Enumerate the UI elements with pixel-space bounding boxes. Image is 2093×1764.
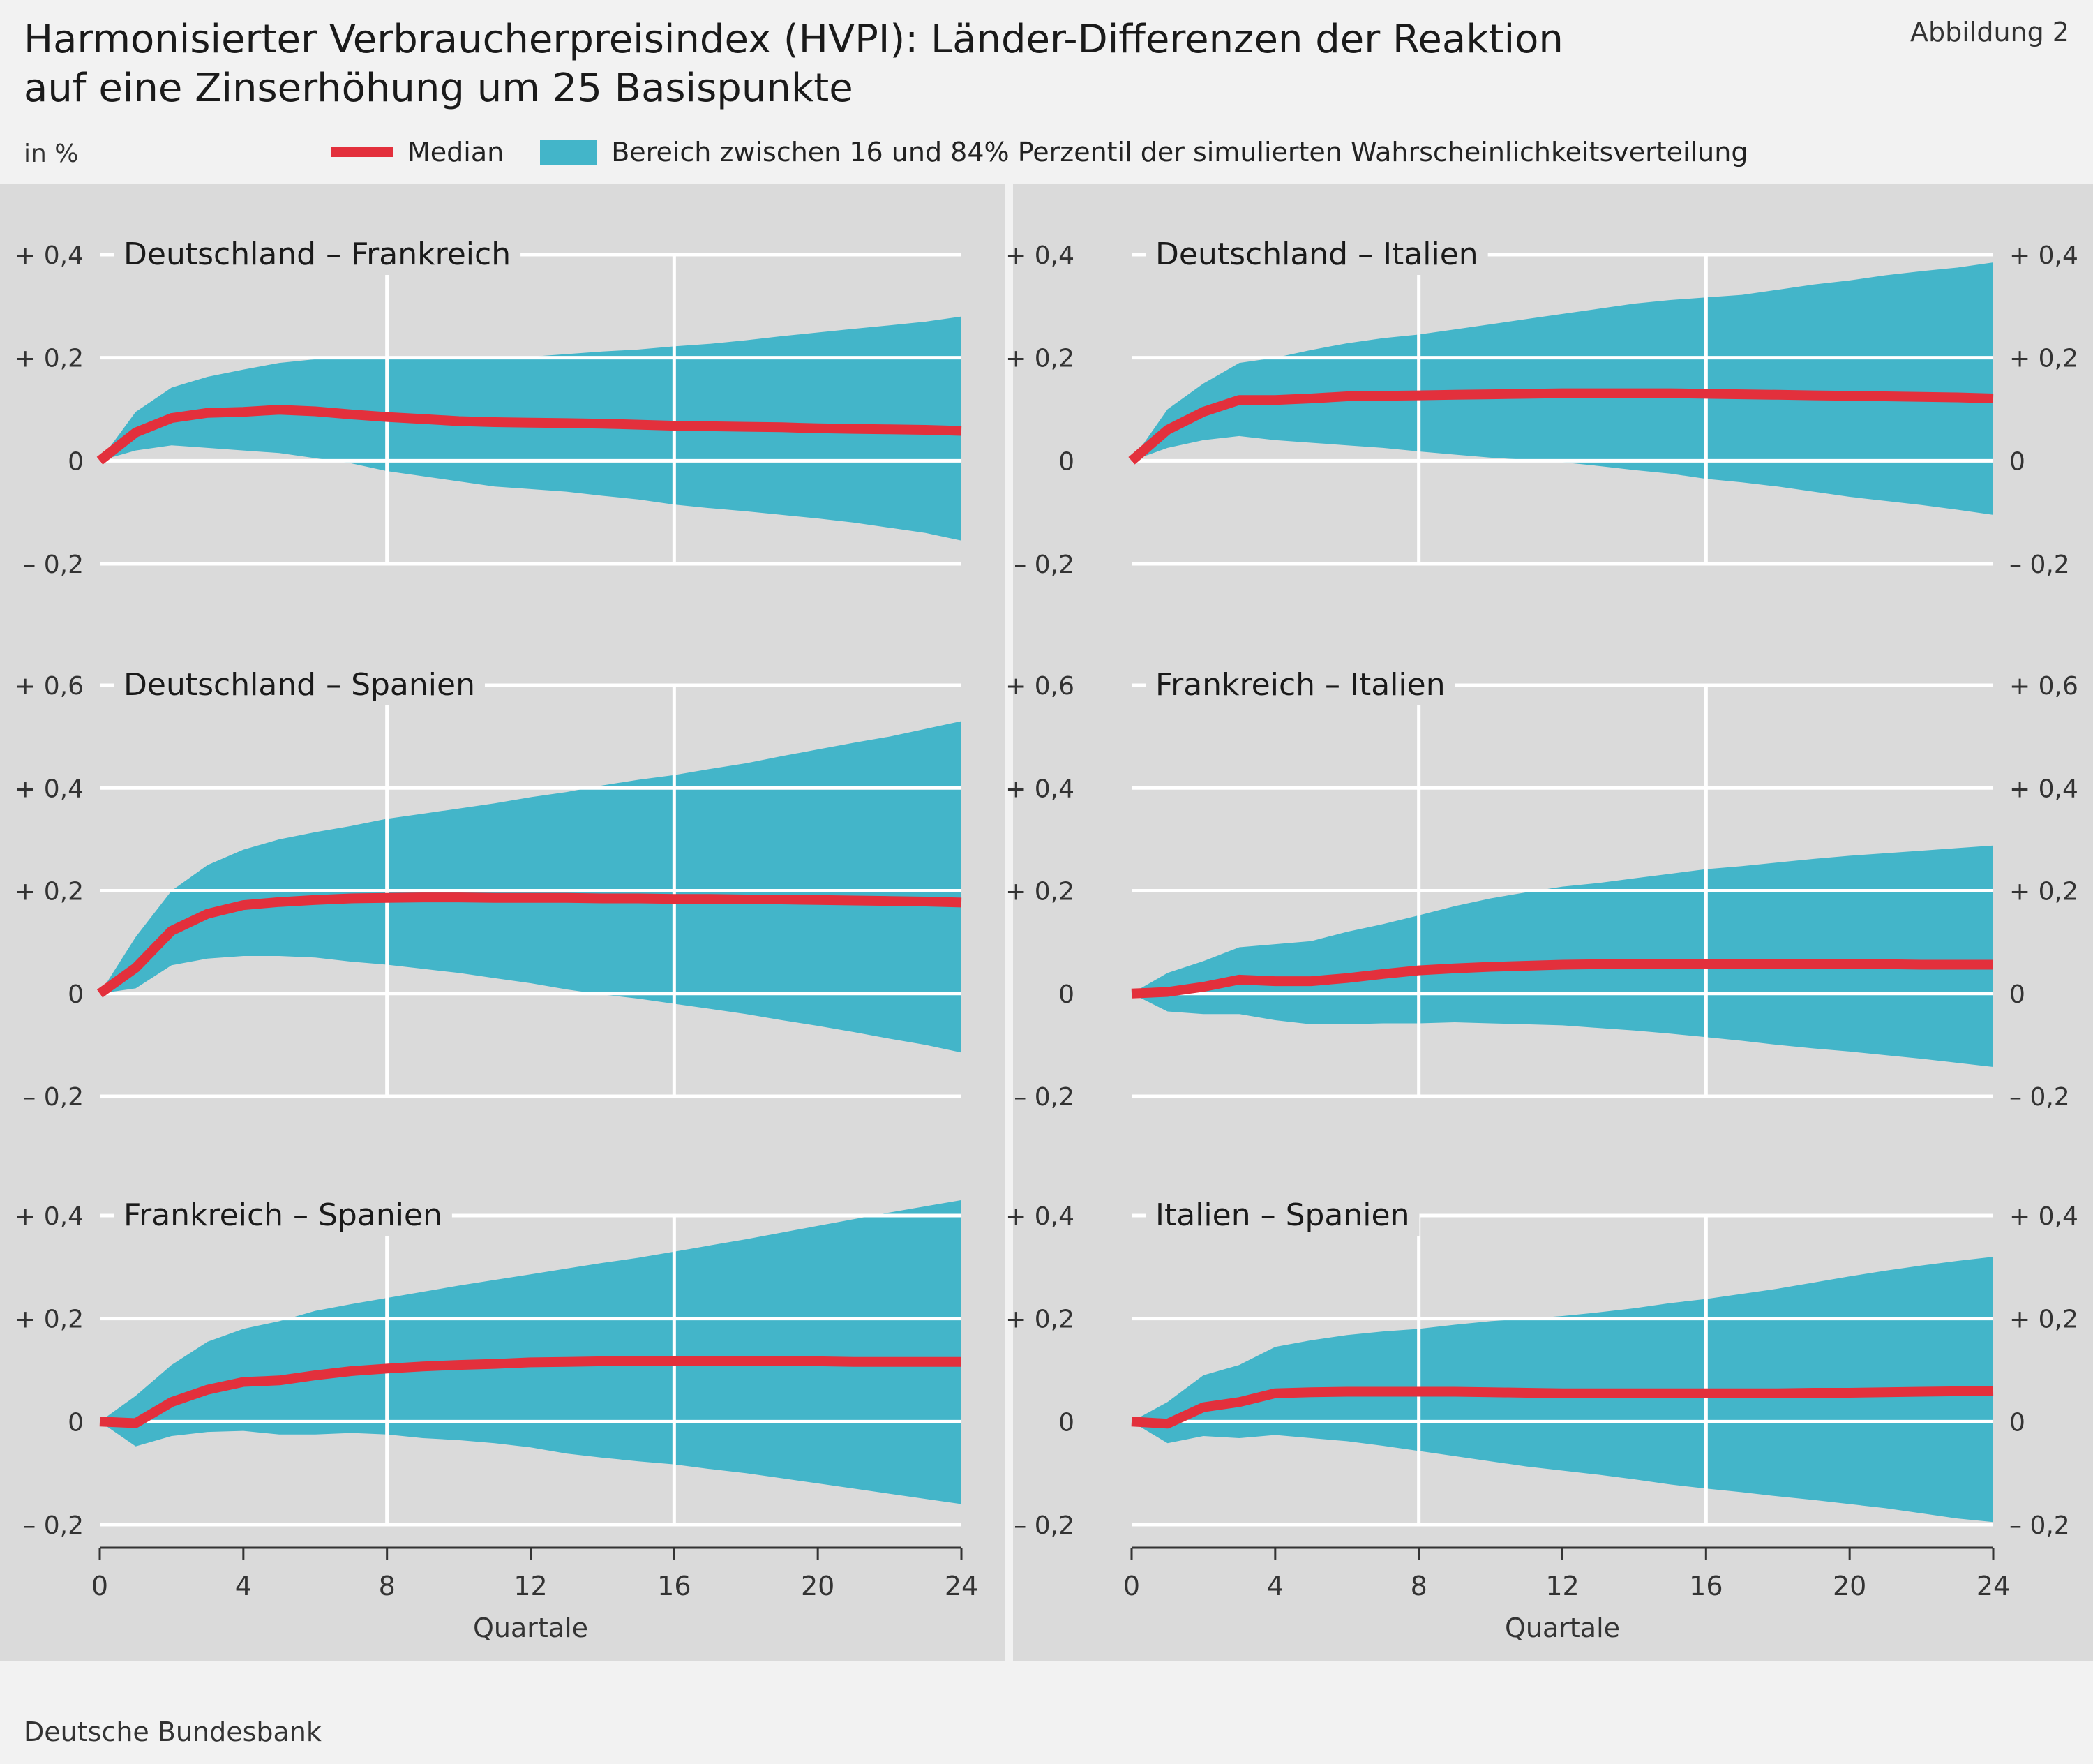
panel-3: Deutschland – Spanien – 0,2 0 + 0,2 + 0,4 + 0… <box>15 664 962 1112</box>
y-tick-label-left: + 0,2 <box>1005 345 1074 373</box>
panel-title-background <box>114 1195 452 1236</box>
y-tick-label-left: – 0,2 <box>1014 1083 1074 1112</box>
y-tick-label: – 0,2 <box>23 1511 84 1540</box>
y-tick-label-left: + 0,2 <box>1005 1306 1074 1334</box>
percentile-band <box>100 316 961 541</box>
percentile-band <box>100 721 961 1053</box>
panel-title-background <box>1146 234 1488 275</box>
panel-6: Italien – Spanien – 0,2 – 0,2 0 0 + 0,2 + 0,2 +… <box>1005 1195 2078 1643</box>
panel-title: Italien – Spanien <box>1155 1197 1409 1233</box>
panel-title: Deutschland – Frankreich <box>123 237 511 272</box>
median-line <box>96 892 962 998</box>
y-tick-label-left: – 0,2 <box>1014 551 1074 579</box>
y-tick-label-right: 0 <box>2009 1408 2025 1437</box>
y-tick-label: 0 <box>68 1408 84 1437</box>
y-tick-label: – 0,2 <box>23 1083 84 1112</box>
y-tick-label-right: + 0,4 <box>2009 241 2078 270</box>
y-tick-label-right: + 0,2 <box>2009 1306 2078 1334</box>
legend: Median Bereich zwischen 16 und 84% Perze… <box>331 137 1748 167</box>
panel-title-background <box>1146 1195 1420 1236</box>
median-line <box>99 1356 961 1428</box>
panel-title: Frankreich – Italien <box>1155 667 1446 703</box>
legend-band-label: Bereich zwischen 16 und 84% Perzentil de… <box>611 137 1748 167</box>
x-axis-label: Quartale <box>473 1613 588 1643</box>
y-tick-label: + 0,4 <box>15 775 84 803</box>
x-tick-label: 12 <box>1545 1571 1579 1601</box>
y-tick-label-left: + 0,6 <box>1005 672 1074 701</box>
y-tick-label: + 0,6 <box>15 672 84 701</box>
panel-title-background <box>114 664 485 705</box>
y-tick-label-left: – 0,2 <box>1014 1511 1074 1540</box>
unit-label: in % <box>24 140 79 168</box>
x-axis-label: Quartale <box>1505 1613 1620 1643</box>
panel-title: Frankreich – Spanien <box>123 1197 442 1233</box>
y-tick-label-left: 0 <box>1058 447 1074 476</box>
y-tick-label-right: 0 <box>2009 447 2025 476</box>
panel-1: Deutschland – Frankreich – 0,2 0 + 0,2 + 0,4 <box>15 234 962 579</box>
y-tick-label: + 0,2 <box>15 345 84 373</box>
chart-title-line-1: Harmonisierter Verbraucherpreisindex (HV… <box>24 17 1563 62</box>
y-tick-label-left: + 0,4 <box>1005 241 1074 270</box>
y-tick-label-right: + 0,4 <box>2009 775 2078 803</box>
legend-band-swatch <box>540 140 598 165</box>
legend-median-label: Median <box>407 137 504 167</box>
y-tick-label-left: 0 <box>1058 980 1074 1009</box>
y-tick-label-right: + 0,2 <box>2009 345 2078 373</box>
x-tick-label: 16 <box>657 1571 691 1601</box>
y-tick-label: + 0,4 <box>15 241 84 270</box>
y-tick-label-left: 0 <box>1058 1408 1074 1437</box>
y-tick-label-right: + 0,6 <box>2009 672 2078 701</box>
x-tick-label: 4 <box>1267 1571 1284 1601</box>
x-tick-label: 20 <box>1833 1571 1866 1601</box>
chart-title-line-2: auf eine Zinserhöhung um 25 Basispunkte <box>24 66 853 111</box>
median-line <box>1131 959 1993 999</box>
y-tick-label-right: 0 <box>2009 980 2025 1009</box>
median-line <box>1131 1386 1994 1429</box>
x-tick-label: 12 <box>513 1571 547 1601</box>
percentile-band <box>1132 845 1993 1067</box>
x-tick-label: 8 <box>379 1571 396 1601</box>
panel-title-background <box>114 234 521 275</box>
percentile-band <box>100 1199 961 1504</box>
legend-median-swatch <box>331 147 393 157</box>
panel-5: Frankreich – Spanien – 0,2 0 + 0,2 + 0,4 0 4 8 1… <box>15 1195 978 1643</box>
chart-panels: Deutschland – Frankreich – 0,2 0 + 0,2 + 0,4… <box>0 184 2093 1661</box>
x-tick-label: 24 <box>945 1571 978 1601</box>
x-tick-label: 0 <box>1123 1571 1140 1601</box>
y-tick-label-right: – 0,2 <box>2009 551 2070 579</box>
x-tick-label: 24 <box>1976 1571 2010 1601</box>
y-tick-label-left: + 0,2 <box>1005 878 1074 906</box>
x-tick-label: 4 <box>235 1571 252 1601</box>
y-tick-label-right: – 0,2 <box>2009 1511 2070 1540</box>
x-tick-label: 0 <box>91 1571 108 1601</box>
y-tick-label: + 0,2 <box>15 878 84 906</box>
chart-title: Harmonisierter Verbraucherpreisindex (HV… <box>24 15 1563 113</box>
y-tick-label: + 0,4 <box>15 1202 84 1231</box>
panel-2: Deutschland – Italien – 0,2 – 0,2 0 0 + 0,2 + … <box>1005 234 2078 579</box>
x-tick-label: 20 <box>801 1571 834 1601</box>
y-tick-label-right: + 0,2 <box>2009 878 2078 906</box>
y-tick-label-left: + 0,4 <box>1005 1202 1074 1231</box>
panel-title: Deutschland – Italien <box>1155 237 1478 272</box>
median-line <box>1128 388 1994 465</box>
y-tick-label-right: + 0,4 <box>2009 1202 2078 1231</box>
y-tick-label: – 0,2 <box>23 551 84 579</box>
y-tick-label-left: + 0,4 <box>1005 775 1074 803</box>
median-line <box>96 405 962 465</box>
panel-4: Frankreich – Italien – 0,2 – 0,2 0 0 + 0,2 + 0… <box>1005 664 2078 1112</box>
panel-title-background <box>1146 664 1455 705</box>
y-tick-label: 0 <box>68 980 84 1009</box>
y-tick-label-right: – 0,2 <box>2009 1083 2070 1112</box>
y-tick-label: + 0,2 <box>15 1306 84 1334</box>
source-note: Deutsche Bundesbank <box>24 1717 322 1747</box>
panel-title: Deutschland – Spanien <box>123 667 475 703</box>
x-tick-label: 16 <box>1689 1571 1723 1601</box>
figure-number: Abbildung 2 <box>1910 17 2069 47</box>
x-tick-label: 8 <box>1411 1571 1427 1601</box>
y-tick-label: 0 <box>68 447 84 476</box>
